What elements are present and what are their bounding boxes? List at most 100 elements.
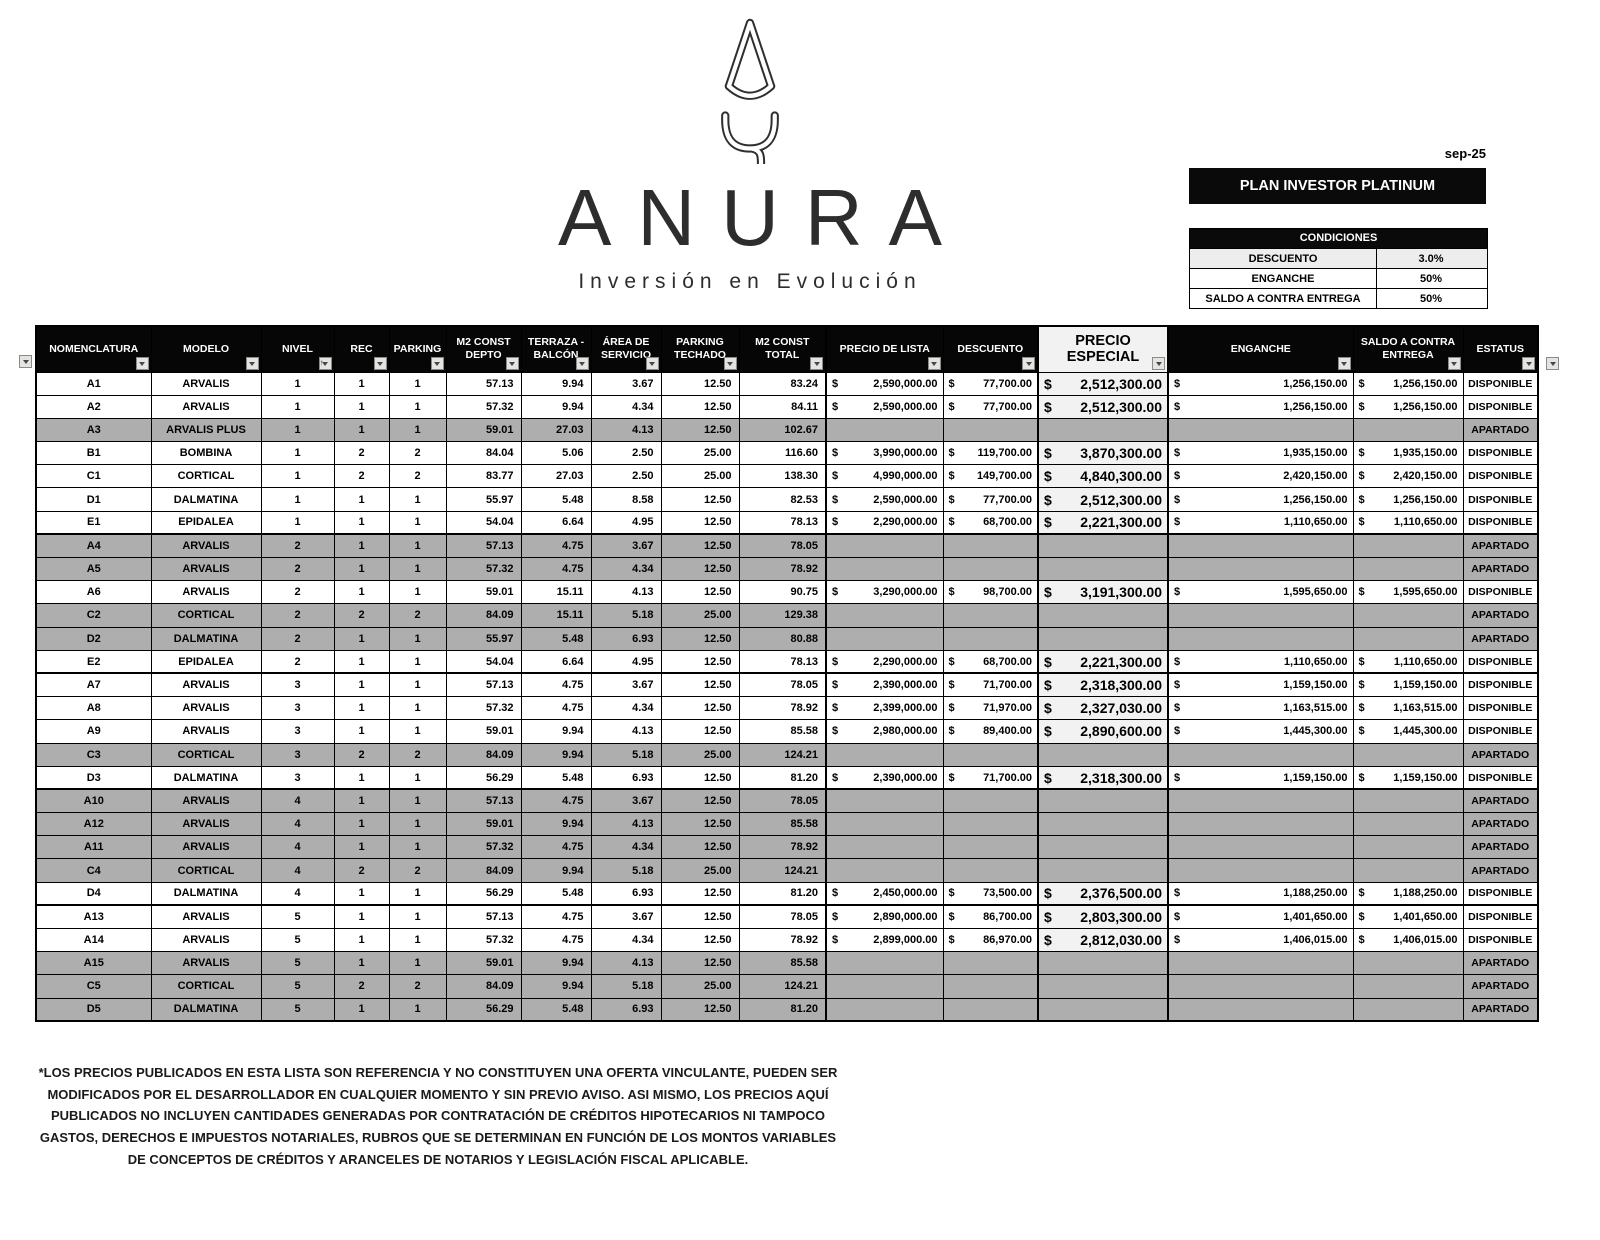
cell-parking-techado: 12.50 xyxy=(660,417,740,443)
cell-estatus: DISPONIBLE xyxy=(1462,394,1539,419)
cell-descuento: $86,700.00 xyxy=(942,904,1039,930)
unit-row-A10: A10 ARVALIS 4 1 1 57.13 4.75 3.67 12.50 78.05 APAR… xyxy=(35,788,1539,814)
filter-button-rec[interactable] xyxy=(373,356,387,370)
filter-button-parking[interactable] xyxy=(430,356,444,370)
filter-button-nivel[interactable] xyxy=(318,356,332,370)
cell-rec: 1 xyxy=(333,788,390,814)
filter-button-right-margin[interactable] xyxy=(1546,357,1559,370)
cell-parking: 1 xyxy=(388,788,447,814)
unit-row-A14: A14 ARVALIS 5 1 1 57.32 4.75 4.34 12.50 78.92 $2,8… xyxy=(35,927,1539,953)
unit-row-B1: B1 BOMBINA 1 2 2 84.04 5.06 2.50 25.00 116.60 $3,9… xyxy=(35,441,1539,466)
filter-button-precio-especial[interactable] xyxy=(1152,356,1165,370)
cell-nivel: 4 xyxy=(260,835,335,860)
cell-m2-const-depto: 57.32 xyxy=(445,556,522,582)
cell-terraza-balcon: 4.75 xyxy=(520,835,592,860)
cell-area-servicio: 4.13 xyxy=(590,417,662,443)
cell-modelo: ARVALIS xyxy=(150,556,262,582)
cell-terraza-balcon: 4.75 xyxy=(520,696,592,721)
filter-button-precio-lista[interactable] xyxy=(927,356,941,370)
condition-value: 50% xyxy=(1419,272,1443,285)
cell-rec: 1 xyxy=(333,997,390,1022)
filter-button-left-margin[interactable] xyxy=(19,355,32,368)
cell-nomenclatura: C5 xyxy=(35,974,152,999)
cell-nomenclatura: A15 xyxy=(35,951,152,976)
cell-descuento xyxy=(942,974,1039,999)
cell-nivel: 4 xyxy=(260,788,335,814)
filter-button-parking-techado[interactable] xyxy=(723,356,737,370)
unit-row-A11: A11 ARVALIS 4 1 1 57.32 4.75 4.34 12.50 78.92 APAR… xyxy=(35,835,1539,860)
cell-m2-const-total: 129.38 xyxy=(738,603,827,628)
cell-terraza-balcon: 9.94 xyxy=(520,742,592,767)
legal-disclaimer: *LOS PRECIOS PUBLICADOS EN ESTA LISTA SO… xyxy=(38,1065,838,1167)
cell-parking: 1 xyxy=(388,649,447,674)
cell-nomenclatura: A4 xyxy=(35,533,152,559)
cell-descuento: $86,970.00 xyxy=(942,927,1039,953)
cell-terraza-balcon: 5.06 xyxy=(520,441,592,466)
condition-row-descuento: DESCUENTO 3.0% xyxy=(1190,248,1487,268)
cell-m2-const-depto: 57.13 xyxy=(445,788,522,814)
filter-button-m2-const-total[interactable] xyxy=(810,356,823,370)
cell-saldo-contra-entrega: $1,256,150.00 xyxy=(1352,371,1464,396)
cell-precio-lista xyxy=(825,951,944,976)
cell-m2-const-depto: 54.04 xyxy=(445,510,522,535)
cell-rec: 1 xyxy=(333,765,390,790)
cell-modelo: EPIDALEA xyxy=(150,510,262,535)
cell-parking: 1 xyxy=(388,371,447,396)
cell-estatus: DISPONIBLE xyxy=(1462,927,1539,953)
cell-modelo: ARVALIS xyxy=(150,904,262,930)
cell-area-servicio: 3.67 xyxy=(590,533,662,559)
header-row: NOMENCLATURAMODELONIVELRECPARKINGM2 CONS… xyxy=(35,325,1539,373)
cell-precio-lista xyxy=(825,858,944,883)
filter-button-nomenclatura[interactable] xyxy=(135,356,149,370)
cell-enganche: $1,401,650.00 xyxy=(1167,904,1354,930)
cell-nivel: 5 xyxy=(260,997,335,1022)
cell-estatus: APARTADO xyxy=(1462,858,1539,883)
cell-estatus: APARTADO xyxy=(1462,417,1539,443)
cell-saldo-contra-entrega: $1,256,150.00 xyxy=(1352,394,1464,419)
cell-precio-lista: $2,390,000.00 xyxy=(825,765,944,790)
cell-precio-lista xyxy=(825,533,944,559)
filter-button-area-servicio[interactable] xyxy=(645,356,659,370)
cell-m2-const-total: 84.11 xyxy=(738,394,827,419)
cell-precio-especial xyxy=(1037,812,1169,837)
cell-m2-const-total: 138.30 xyxy=(738,464,827,489)
cell-enganche xyxy=(1167,533,1354,559)
cell-nivel: 5 xyxy=(260,974,335,999)
filter-button-descuento[interactable] xyxy=(1022,356,1035,370)
cell-terraza-balcon: 9.94 xyxy=(520,974,592,999)
filter-button-saldo-contra-entrega[interactable] xyxy=(1447,356,1461,370)
cell-estatus: DISPONIBLE xyxy=(1462,580,1539,605)
cell-estatus: APARTADO xyxy=(1462,626,1539,651)
cell-estatus: APARTADO xyxy=(1462,974,1539,999)
cell-estatus: DISPONIBLE xyxy=(1462,441,1539,466)
cell-rec: 2 xyxy=(333,603,390,628)
cell-parking-techado: 12.50 xyxy=(660,394,740,419)
filter-button-enganche[interactable] xyxy=(1337,356,1351,370)
cell-area-servicio: 2.50 xyxy=(590,441,662,466)
cell-precio-especial: $2,318,300.00 xyxy=(1037,765,1169,790)
cell-m2-const-total: 78.13 xyxy=(738,510,827,535)
filter-button-terraza-balcon[interactable] xyxy=(575,356,589,370)
cell-parking-techado: 12.50 xyxy=(660,927,740,953)
cell-terraza-balcon: 9.94 xyxy=(520,371,592,396)
unit-row-D3: D3 DALMATINA 3 1 1 56.29 5.48 6.93 12.50 81.20 $2,… xyxy=(35,765,1539,790)
cell-saldo-contra-entrega xyxy=(1352,835,1464,860)
cell-parking-techado: 12.50 xyxy=(660,765,740,790)
column-header-m2-const-depto: M2 CONST DEPTO xyxy=(445,325,522,373)
filter-button-modelo[interactable] xyxy=(245,356,259,370)
cell-m2-const-total: 78.92 xyxy=(738,556,827,582)
cell-enganche: $1,159,150.00 xyxy=(1167,765,1354,790)
cell-parking: 1 xyxy=(388,626,447,651)
cell-estatus: DISPONIBLE xyxy=(1462,904,1539,930)
cell-precio-especial: $3,870,300.00 xyxy=(1037,441,1169,466)
cell-parking: 1 xyxy=(388,672,447,698)
filter-button-estatus[interactable] xyxy=(1522,356,1535,370)
cell-saldo-contra-entrega: $1,256,150.00 xyxy=(1352,487,1464,512)
cell-m2-const-total: 124.21 xyxy=(738,742,827,767)
cell-terraza-balcon: 27.03 xyxy=(520,464,592,489)
filter-button-m2-const-depto[interactable] xyxy=(505,356,519,370)
cell-estatus: APARTADO xyxy=(1462,835,1539,860)
cell-precio-lista xyxy=(825,812,944,837)
cell-precio-especial: $2,318,300.00 xyxy=(1037,672,1169,698)
cell-nivel: 4 xyxy=(260,812,335,837)
